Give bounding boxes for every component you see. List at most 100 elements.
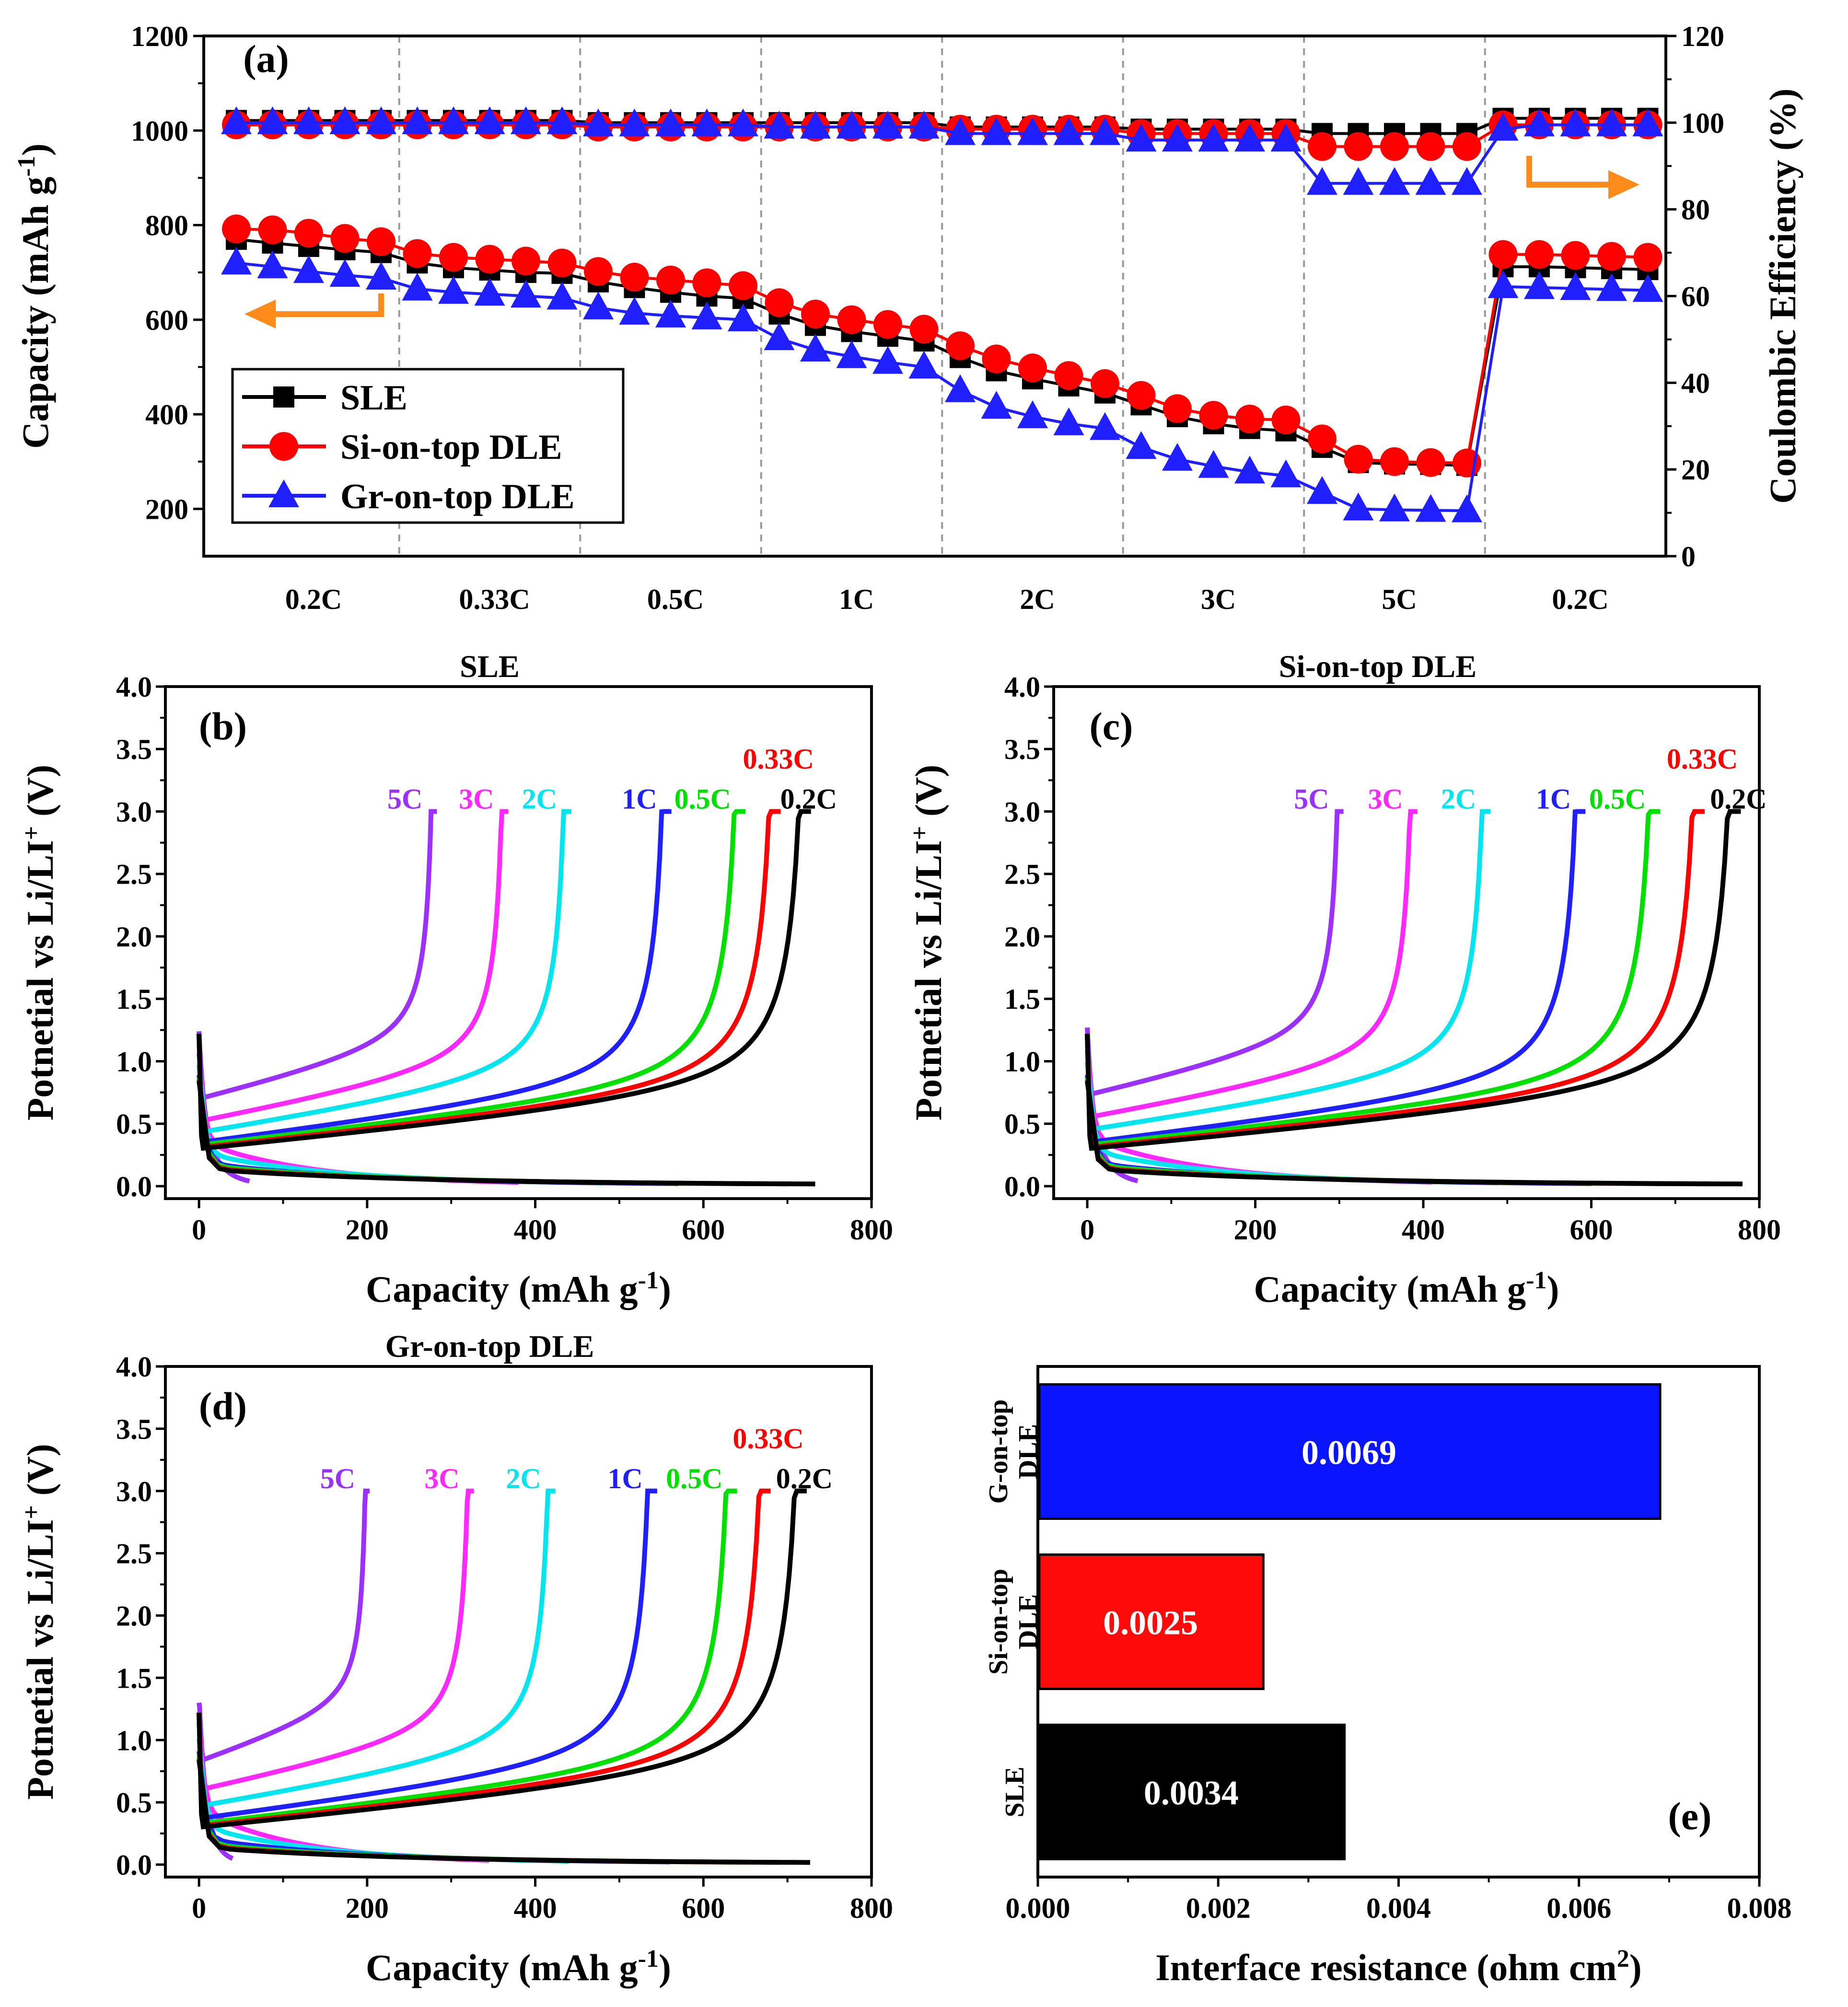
y-tick-label: 0.0 bbox=[116, 1171, 152, 1202]
capacity-marker bbox=[1053, 407, 1084, 435]
x-axis-title: Capacity (mAh g-1) bbox=[366, 1945, 671, 1988]
capacity-marker bbox=[691, 108, 722, 137]
capacity-marker bbox=[619, 108, 650, 137]
charge-curve bbox=[1085, 809, 1586, 1145]
curve-0.2C: 0.2C bbox=[1085, 783, 1767, 1187]
capacity-marker bbox=[1415, 494, 1446, 522]
capacity-marker bbox=[1162, 124, 1193, 152]
capacity-marker bbox=[1308, 424, 1337, 454]
capacity-marker bbox=[293, 106, 324, 134]
capacity-marker bbox=[1017, 117, 1048, 145]
capacity-marker bbox=[1162, 443, 1193, 471]
y-tick-label-right: 20 bbox=[1681, 454, 1710, 486]
rate-label: 0.5C bbox=[647, 583, 704, 615]
y-tick-label: 0.5 bbox=[116, 1787, 152, 1819]
rate-label-0.5C: 0.5C bbox=[1589, 783, 1646, 815]
capacity-marker bbox=[511, 106, 541, 134]
y-axis-title-left: Capacity (mAh g-1) bbox=[13, 143, 56, 449]
rate-label-0.5C: 0.5C bbox=[674, 783, 731, 815]
capacity-marker bbox=[439, 243, 468, 272]
rate-label-5C: 5C bbox=[320, 1463, 355, 1494]
y-tick-label: 1.5 bbox=[116, 983, 152, 1015]
x-tick-label: 600 bbox=[682, 1214, 725, 1246]
panel-title: SLE bbox=[460, 649, 520, 684]
panel-a: 200 400 600 800 1000 1200 0 20 40 60 80 100 120 Capac… bbox=[13, 21, 1803, 615]
capacity-marker bbox=[692, 268, 721, 297]
y-tick-label: 2.0 bbox=[116, 1600, 152, 1632]
capacity-marker bbox=[257, 250, 288, 279]
rate-label-1C: 1C bbox=[622, 783, 657, 815]
rate-label-0.33C: 0.33C bbox=[732, 1423, 803, 1455]
discharge-curve bbox=[197, 1081, 815, 1187]
capacity-marker bbox=[1596, 108, 1627, 137]
capacity-marker bbox=[329, 259, 360, 287]
curve-0.5C: 0.5C bbox=[1085, 783, 1667, 1186]
capacity-marker bbox=[1234, 124, 1265, 152]
capacity-marker bbox=[981, 117, 1012, 145]
capacity-marker bbox=[1270, 459, 1302, 488]
x-tick-label: 0 bbox=[1080, 1214, 1094, 1246]
right-axis-arrow bbox=[1526, 156, 1613, 187]
capacity-marker bbox=[800, 333, 831, 362]
capacity-marker bbox=[273, 386, 294, 408]
plot-frame bbox=[164, 685, 873, 1200]
capacity-marker bbox=[765, 288, 794, 317]
capacity-marker bbox=[1271, 405, 1301, 434]
capacity-marker bbox=[1090, 412, 1120, 440]
x-tick-label: 800 bbox=[850, 1214, 893, 1246]
series-line bbox=[236, 238, 1648, 467]
charge-curve bbox=[197, 809, 437, 1101]
capacity-marker bbox=[1380, 447, 1409, 476]
capacity-marker bbox=[221, 106, 252, 134]
capacity-marker bbox=[655, 299, 686, 327]
x-tick-label: 0 bbox=[192, 1892, 206, 1924]
capacity-marker bbox=[1235, 404, 1264, 433]
capacity-marker bbox=[1560, 272, 1591, 300]
charge-curve bbox=[197, 1488, 474, 1792]
y-axis-title: Potnetial vs Li/LI+ (V) bbox=[18, 765, 61, 1120]
capacity-marker bbox=[691, 301, 722, 329]
panel-d: 0 200 400 600 800 0.0 0.5 1.0 1.5 2.0 2.5 3.0 3.5 4.0… bbox=[18, 1329, 893, 1988]
panel-b: 0 200 400 600 800 0.0 0.5 1.0 1.5 2.0 2.5 3.0 3.5 4.0… bbox=[18, 649, 893, 1310]
capacity-marker bbox=[1597, 242, 1626, 271]
capacity-marker bbox=[873, 310, 902, 339]
x-tick-label: 800 bbox=[1738, 1214, 1781, 1246]
plot-frame bbox=[1052, 685, 1761, 1200]
charge-curve bbox=[197, 1488, 737, 1826]
y-tick-label-right: 60 bbox=[1681, 281, 1710, 313]
panel-c: 0 200 400 600 800 0.0 0.5 1.0 1.5 2.0 2.5 3.0 3.5 4.0… bbox=[906, 649, 1781, 1310]
bar bbox=[1038, 1724, 1346, 1860]
y-tick-label-right: 120 bbox=[1681, 21, 1724, 52]
capacity-marker bbox=[872, 346, 903, 374]
y-tick-label: 3.0 bbox=[116, 796, 152, 828]
rate-label-3C: 3C bbox=[459, 783, 494, 815]
y-tick-label-left: 400 bbox=[145, 399, 188, 431]
capacity-marker bbox=[945, 117, 976, 145]
y-tick-label: 2.5 bbox=[1004, 859, 1040, 890]
y-tick-label: 0.0 bbox=[116, 1849, 152, 1881]
x-tick-label: 200 bbox=[1234, 1214, 1277, 1246]
capacity-marker bbox=[800, 110, 831, 139]
charge-curve bbox=[197, 1488, 807, 1830]
x-tick-label: 400 bbox=[1402, 1214, 1445, 1246]
capacity-marker bbox=[511, 280, 541, 308]
discharge-curve bbox=[1085, 1074, 1592, 1186]
x-tick-label: 200 bbox=[346, 1214, 389, 1246]
charge-curve bbox=[197, 809, 745, 1147]
capacity-marker bbox=[1596, 273, 1627, 301]
y-tick-label-left: 1200 bbox=[131, 21, 188, 52]
capacity-marker bbox=[908, 110, 940, 139]
capacity-marker bbox=[1633, 243, 1662, 272]
capacity-marker bbox=[1524, 108, 1555, 137]
bar-value-label: 0.0034 bbox=[1144, 1774, 1239, 1812]
capacity-marker bbox=[366, 106, 396, 134]
rate-label: 5C bbox=[1382, 583, 1417, 615]
legend-label: SLE bbox=[340, 378, 407, 418]
capacity-marker bbox=[546, 106, 578, 134]
y-tick-label-left: 200 bbox=[145, 493, 188, 525]
x-tick-label: 0.000 bbox=[1006, 1892, 1070, 1924]
capacity-marker bbox=[1560, 108, 1591, 137]
x-axis-title: Interface resistance (ohm cm2) bbox=[1155, 1945, 1641, 1988]
x-tick-label: 400 bbox=[514, 1892, 557, 1924]
capacity-marker bbox=[1017, 400, 1048, 429]
